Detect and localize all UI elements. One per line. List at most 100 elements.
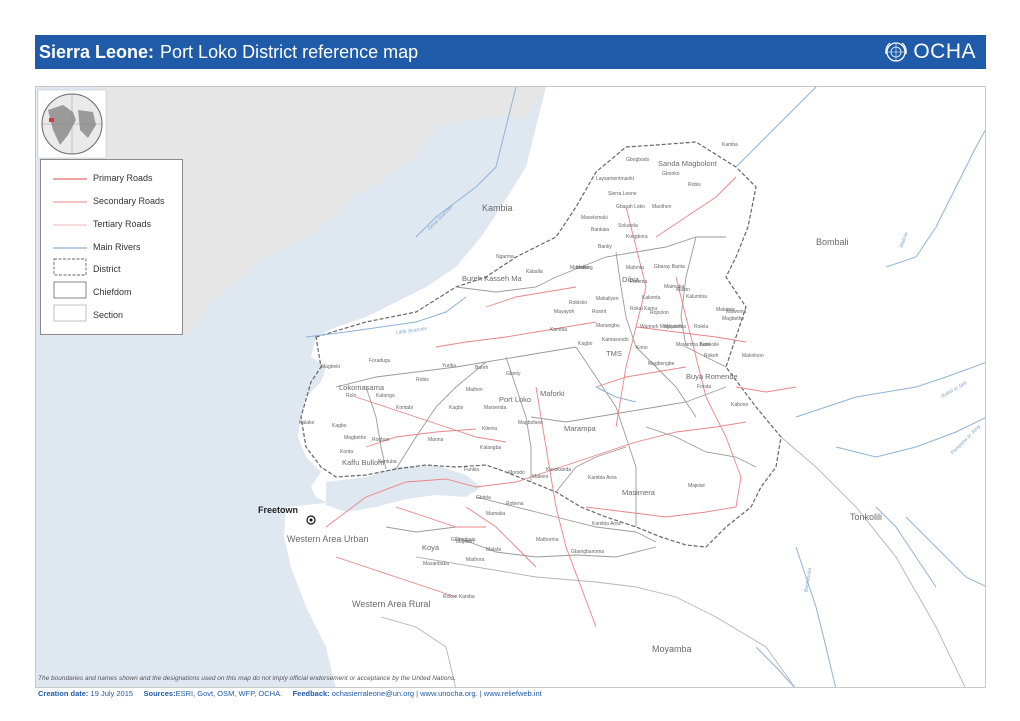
legend-item-secondary-roads: Secondary Roads: [53, 193, 165, 209]
place-label: Manungbu: [596, 323, 620, 329]
place-label: Rokai Kamu: [630, 306, 658, 312]
place-label: Makoloon: [742, 353, 764, 359]
place-label: Yurika: [442, 363, 456, 369]
place-label: Kakonta: [642, 295, 661, 301]
ocha-logo: OCHA: [883, 39, 976, 65]
legend-label: Main Rivers: [93, 242, 141, 252]
place-label: Rokeh: [704, 353, 719, 359]
place-label: Bankaia: [591, 227, 610, 233]
place-label: Gbaray Banta: [654, 264, 685, 270]
place-label: Konta: [340, 449, 354, 455]
place-label: Foradugu: [369, 358, 391, 364]
place-label: Wanneh Magbeteh: [640, 324, 683, 330]
place-label: Kambia Area: [592, 521, 621, 527]
place-label: Gbinty: [506, 371, 521, 377]
place-label: Gbangbanoma: [571, 549, 605, 555]
creation-date-label: Creation date:: [38, 689, 89, 698]
district-boundary-icon: [53, 258, 87, 281]
legend-label: Chiefdom: [93, 287, 132, 297]
place-label: Mayamba Bure: [676, 342, 710, 348]
map-title-bar: Sierra Leone: Port Loko District referen…: [35, 35, 986, 69]
label-chiefdom-dibia: Dibia: [622, 275, 640, 284]
sierra-leone-land: [296, 87, 985, 687]
reference-map[interactable]: [36, 87, 986, 688]
place-label: Magbethe: [344, 435, 367, 441]
legend-label: Secondary Roads: [93, 196, 165, 206]
place-label: Robis: [688, 182, 701, 188]
map-frame[interactable]: Freetown Kambia Bombali Tonkolili Moyamb…: [35, 86, 986, 688]
chiefdom-boundary-icon: [53, 281, 87, 304]
footer: Creation date: 19 July 2015 Sources:ESRI…: [38, 689, 542, 698]
place-label: Marsenda: [484, 405, 507, 411]
label-district-bombali: Bombali: [816, 237, 849, 247]
label-chiefdom-bureh-kasseh-ma: Bureh Kasseh Ma: [462, 274, 522, 283]
place-label: Rosint: [592, 309, 607, 315]
place-label: Mathon: [466, 387, 483, 393]
place-label: Kamasondo: [602, 337, 629, 343]
river-network: [305, 87, 985, 687]
place-label: Mafeng: [576, 265, 593, 271]
legend-item-section: Section: [53, 304, 123, 324]
place-label: Magbengbe: [648, 361, 675, 367]
creation-date-value: 19 July 2015: [90, 689, 134, 698]
feedback-label: Feedback:: [292, 689, 330, 698]
label-chiefdom-tms: TMS: [606, 349, 622, 358]
sources-label: Sources:: [143, 689, 176, 698]
place-label: Mathorma: [536, 537, 559, 543]
ocha-wordmark: OCHA: [913, 40, 976, 63]
map-title-country: Sierra Leone:: [39, 41, 155, 62]
place-label: Mawoma: [726, 309, 747, 315]
place-label: Kambia: [550, 327, 567, 333]
place-label: Ngarma: [496, 254, 514, 260]
label-chiefdom-lokomasama: Lokomasama: [339, 383, 385, 392]
legend-label: Tertiary Roads: [93, 219, 152, 229]
place-label: Kagbo: [332, 423, 347, 429]
road-secondary-icon: [53, 192, 87, 210]
place-label: Mathora: [466, 557, 485, 563]
place-label: Robena: [506, 501, 524, 507]
legend-item-primary-roads: Primary Roads: [53, 170, 153, 186]
place-label: Kontuba: [378, 459, 397, 465]
place-label: Mamaka: [486, 511, 506, 517]
place-label: Konkoile: [700, 342, 720, 348]
place-label: Sokurela: [618, 223, 638, 229]
place-label: Laysamentmankt: [596, 176, 635, 182]
place-label: Kaballa: [526, 269, 543, 275]
place-label: Rogban: [372, 437, 390, 443]
place-label: Mamaka: [570, 265, 590, 271]
sources-value: ESRI, Govt, OSM, WFP, OCHA.: [175, 689, 283, 698]
label-chiefdom-koya: Koya: [422, 543, 440, 552]
capital-marker-icon[interactable]: [306, 515, 316, 525]
place-label: Kabone: [731, 402, 749, 408]
feedback-value[interactable]: ochasierraleone@un.org | www.unocha.org.…: [331, 689, 542, 698]
place-label: Gbangbaia: [451, 537, 476, 543]
label-chiefdom-buya-romende: Buya Romende: [686, 372, 738, 381]
place-label: Banky: [598, 244, 612, 250]
place-label: Kono: [636, 345, 648, 351]
legend-label: District: [93, 264, 121, 274]
disclaimer-text: The boundaries and names shown and the d…: [38, 675, 457, 682]
place-label: Maothen: [652, 204, 672, 210]
legend-item-tertiary-roads: Tertiary Roads: [53, 216, 151, 232]
place-label: Magbofane: [518, 420, 544, 426]
place-label: Fonda: [697, 384, 712, 390]
place-label: Kongbora: [626, 234, 648, 240]
place-label: Malafa: [486, 547, 502, 553]
river-icon: [53, 238, 87, 256]
place-label: Gbinta: [476, 495, 491, 501]
place-label: Manna: [428, 437, 444, 443]
label-district-moyamba: Moyamba: [652, 644, 692, 654]
label-chiefdom-marampa: Marampa: [564, 424, 596, 433]
place-label: Kamba: [722, 142, 738, 148]
place-label: Makeni: [532, 474, 549, 480]
map-title-subtitle: Port Loko District reference map: [160, 41, 419, 62]
place-label: Magbethe: [722, 316, 745, 322]
place-label: Kagbo: [449, 405, 464, 411]
place-label: Kontabi: [396, 405, 413, 411]
place-label: Funkia: [464, 467, 480, 473]
freetown-peninsula: [284, 502, 466, 687]
place-label: Makonie: [716, 307, 735, 313]
label-chiefdom-kaffu-bullom: Kaffu Bullom: [342, 458, 385, 467]
place-label: Gbarah Loko: [616, 204, 645, 210]
place-label: Rolela: [694, 324, 709, 330]
